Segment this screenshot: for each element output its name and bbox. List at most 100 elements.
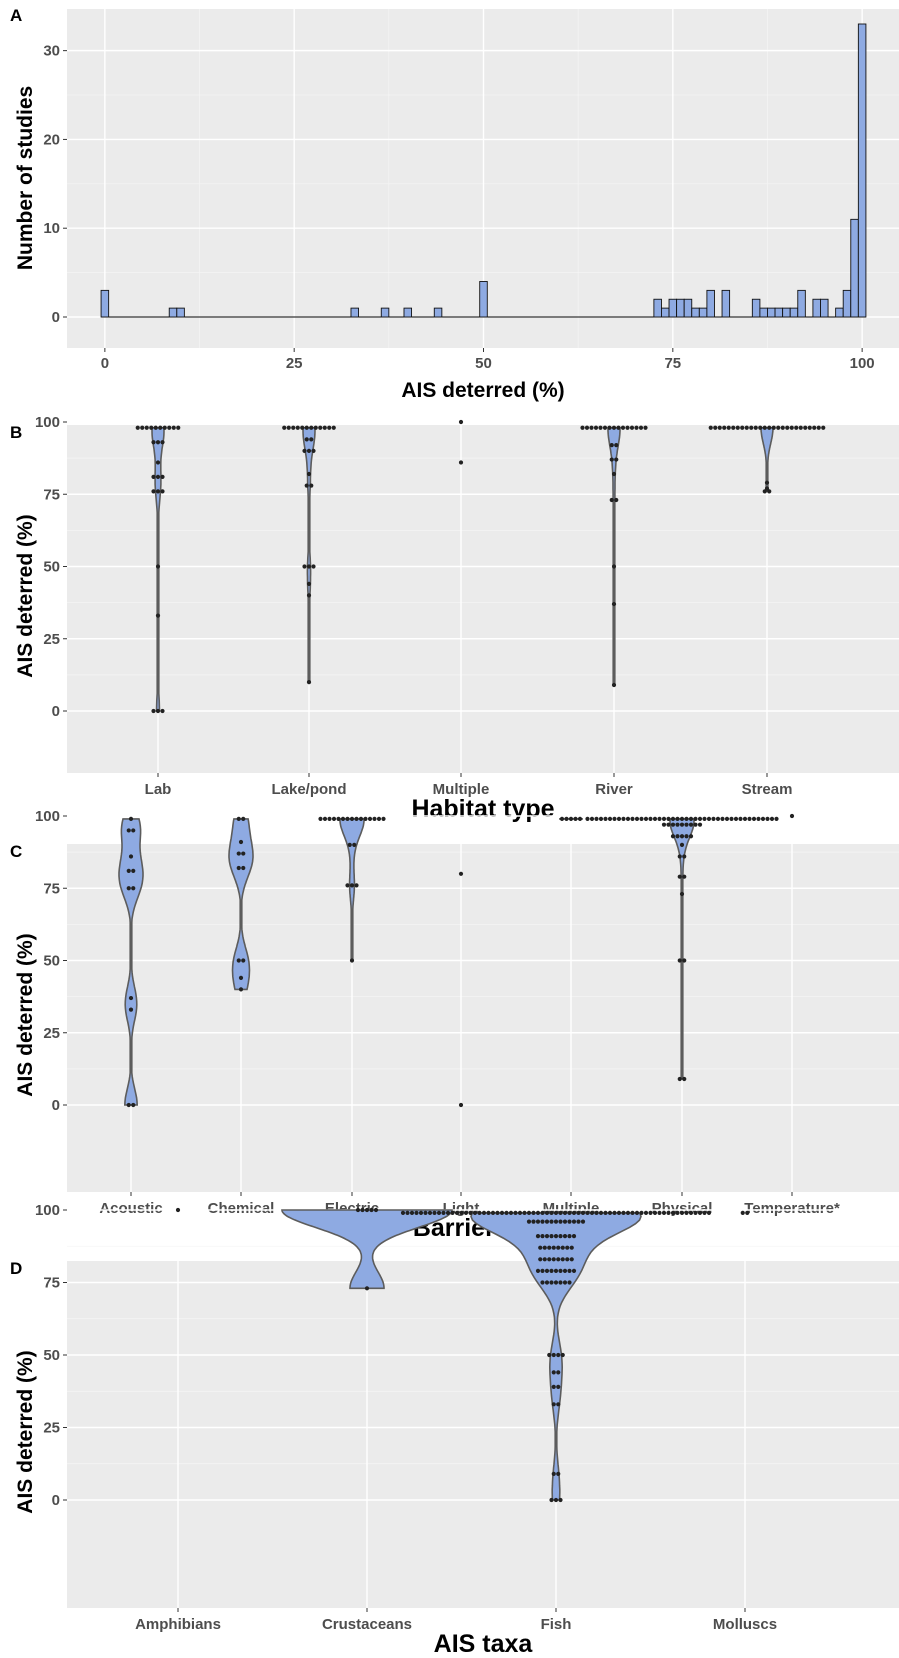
violin-crustaceans	[281, 1209, 453, 1290]
panel-b-y-axis-title: AIS deterred (%)	[14, 514, 37, 677]
dot-fish	[702, 1210, 707, 1215]
dot-fish	[569, 1245, 574, 1250]
dot-physical	[603, 816, 608, 821]
dot-fish	[551, 1352, 556, 1358]
histogram-bar	[176, 307, 185, 318]
x-tick-label: 100	[850, 355, 875, 372]
dot-lake-pond	[300, 425, 305, 430]
dot-physical	[682, 874, 687, 879]
dot-physical	[616, 816, 622, 821]
x-tick-label: 50	[475, 355, 492, 372]
dot-acoustic	[131, 868, 136, 874]
dot-stream	[744, 425, 749, 430]
panel-letter-b: B	[10, 423, 22, 442]
dot-multiple	[568, 816, 574, 821]
dot-lake-pond	[304, 425, 309, 430]
panel-c-y-ticks: 0 25 50 75 100	[35, 808, 67, 1114]
dot-river	[611, 471, 617, 477]
dot-lake-pond	[327, 425, 332, 430]
dot-fish	[565, 1245, 570, 1250]
dot-lake-pond	[302, 564, 307, 569]
dot-fish	[423, 1210, 428, 1215]
dot-river	[638, 425, 644, 430]
dot-lake-pond	[304, 483, 309, 488]
dot-electric	[327, 816, 332, 821]
dot-fish	[454, 1210, 460, 1215]
dot-fish	[547, 1352, 552, 1358]
dot-fish	[569, 1257, 574, 1262]
dot-fish	[558, 1497, 563, 1503]
dot-stream	[722, 425, 727, 430]
dot-river	[609, 457, 614, 462]
dot-fish	[549, 1280, 554, 1285]
dot-fish	[538, 1257, 543, 1262]
histogram-bar	[380, 307, 390, 318]
panel-letter-d: D	[10, 1259, 22, 1278]
dot-physical	[774, 816, 779, 821]
dot-fish	[547, 1257, 552, 1262]
x-tick-label-river: River	[595, 781, 633, 798]
dot-fish	[551, 1257, 556, 1262]
dot-molluscs	[740, 1210, 745, 1215]
dot-lab	[151, 708, 156, 714]
dot-fish	[603, 1210, 608, 1215]
dot-fish	[556, 1352, 561, 1358]
dot-lab	[155, 613, 161, 618]
dot-fish	[648, 1210, 653, 1215]
dot-fish	[547, 1245, 552, 1250]
dot-physical	[679, 842, 685, 848]
dot-physical	[594, 816, 599, 821]
dot-fish	[542, 1245, 547, 1250]
dot-lab	[155, 708, 161, 714]
dot-electric	[340, 816, 346, 821]
dot-electric	[354, 883, 359, 888]
dot-physical	[621, 816, 626, 821]
y-tick-label: 0	[52, 703, 60, 720]
dot-acoustic	[126, 1102, 131, 1108]
dot-physical	[589, 816, 595, 821]
dot-stream	[821, 425, 826, 430]
dot-stream	[726, 425, 731, 430]
dot-lab	[160, 708, 165, 714]
dot-fish	[556, 1257, 561, 1262]
dot-physical	[612, 816, 617, 821]
dot-physical	[733, 816, 739, 821]
dot-lake-pond	[306, 564, 312, 569]
dot-fish	[540, 1210, 545, 1215]
dot-physical	[677, 958, 682, 963]
x-tick-label-multiple: Multiple	[433, 781, 490, 798]
dot-fish	[589, 1210, 595, 1215]
dot-stream	[812, 425, 817, 430]
dot-light	[458, 1102, 464, 1108]
dot-stream	[764, 480, 770, 485]
dot-river	[607, 425, 612, 430]
dot-lab	[135, 425, 140, 430]
dot-physical	[724, 816, 730, 821]
dot-fish	[661, 1210, 667, 1215]
dot-fish	[549, 1497, 554, 1503]
dot-light	[458, 871, 464, 876]
histogram-bar	[100, 289, 110, 318]
y-tick-label: 75	[43, 1275, 60, 1292]
dot-fish	[472, 1210, 478, 1215]
dot-fish	[553, 1210, 559, 1215]
x-tick-label: 75	[664, 355, 681, 372]
dot-fish	[556, 1402, 561, 1407]
dot-electric	[331, 816, 337, 821]
histogram-bar	[698, 307, 708, 318]
dot-river	[609, 443, 614, 448]
dot-physical	[711, 816, 716, 821]
dot-physical	[760, 816, 766, 821]
x-tick-label-fish: Fish	[541, 1616, 572, 1633]
dot-fish	[639, 1210, 644, 1215]
panel-d-dots	[175, 1207, 750, 1503]
dot-lab	[151, 489, 156, 494]
violin-acoustic	[118, 818, 144, 1106]
histogram-bar	[668, 298, 678, 318]
dot-fish	[549, 1268, 554, 1273]
dot-fish	[540, 1280, 545, 1285]
dot-acoustic	[126, 886, 131, 891]
dot-lake-pond	[331, 425, 336, 430]
dot-fish	[538, 1245, 543, 1250]
dot-fish	[432, 1210, 437, 1215]
